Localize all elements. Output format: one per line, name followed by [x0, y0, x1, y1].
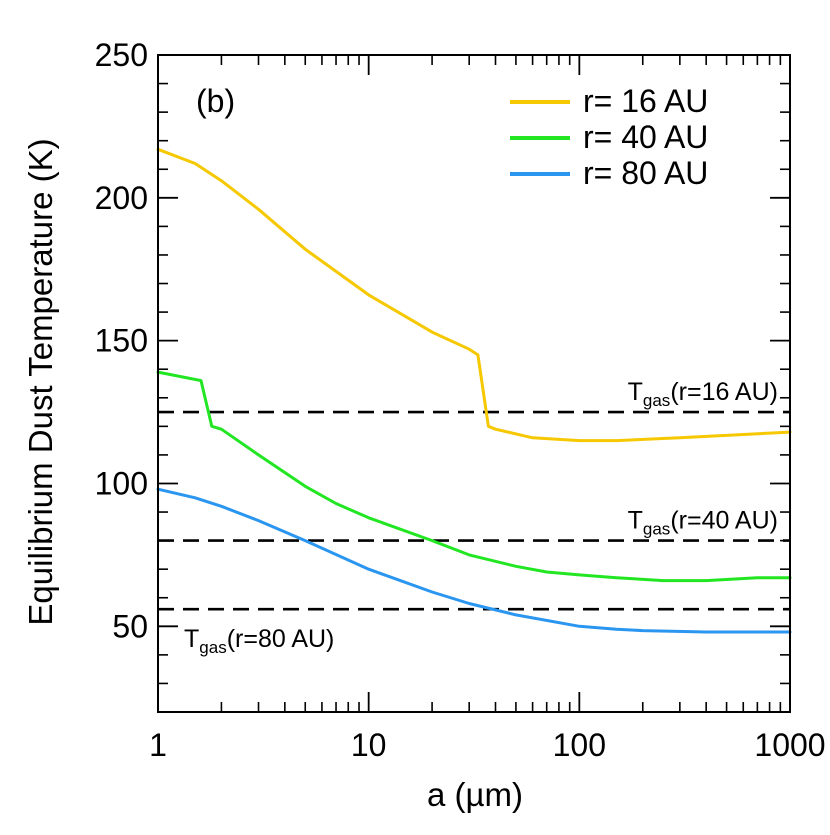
x-tick-label: 100: [553, 727, 606, 763]
gas-temperature-label: Tgas(r=16 AU): [628, 378, 778, 410]
y-tick-label: 100: [95, 465, 148, 501]
legend: r= 16 AUr= 40 AUr= 80 AU: [510, 83, 708, 191]
legend-label: r= 16 AU: [583, 83, 708, 119]
legend-label: r= 80 AU: [583, 155, 708, 191]
x-tick-label: 1: [149, 727, 167, 763]
series-line-2: [156, 370, 792, 583]
tick-marks-layer: [157, 54, 791, 712]
x-tick-label: 1000: [754, 727, 825, 763]
legend-label: r= 40 AU: [583, 119, 708, 155]
panel-label: (b): [196, 83, 235, 119]
y-tick-label: 250: [95, 37, 148, 73]
series-layer: [156, 147, 792, 634]
reference-lines-layer: [158, 410, 790, 611]
x-tick-label: 10: [351, 727, 387, 763]
gas-temperature-label: Tgas(r=80 AU): [184, 625, 334, 657]
y-axis-title: Equilibrium Dust Temperature (K): [22, 138, 59, 625]
plot-frame: [157, 54, 791, 713]
text-layer: (b) a (µm) Equilibrium Dust Temperature …: [22, 37, 826, 813]
plot-frame-layer: [157, 54, 791, 713]
series-line-1: [156, 147, 792, 443]
y-tick-label: 50: [112, 608, 148, 644]
x-axis-title: a (µm): [427, 776, 523, 813]
gas-temperature-label: Tgas(r=40 AU): [628, 507, 778, 539]
series-line-3: [156, 487, 792, 634]
y-tick-label: 200: [95, 180, 148, 216]
y-tick-label: 150: [95, 323, 148, 359]
